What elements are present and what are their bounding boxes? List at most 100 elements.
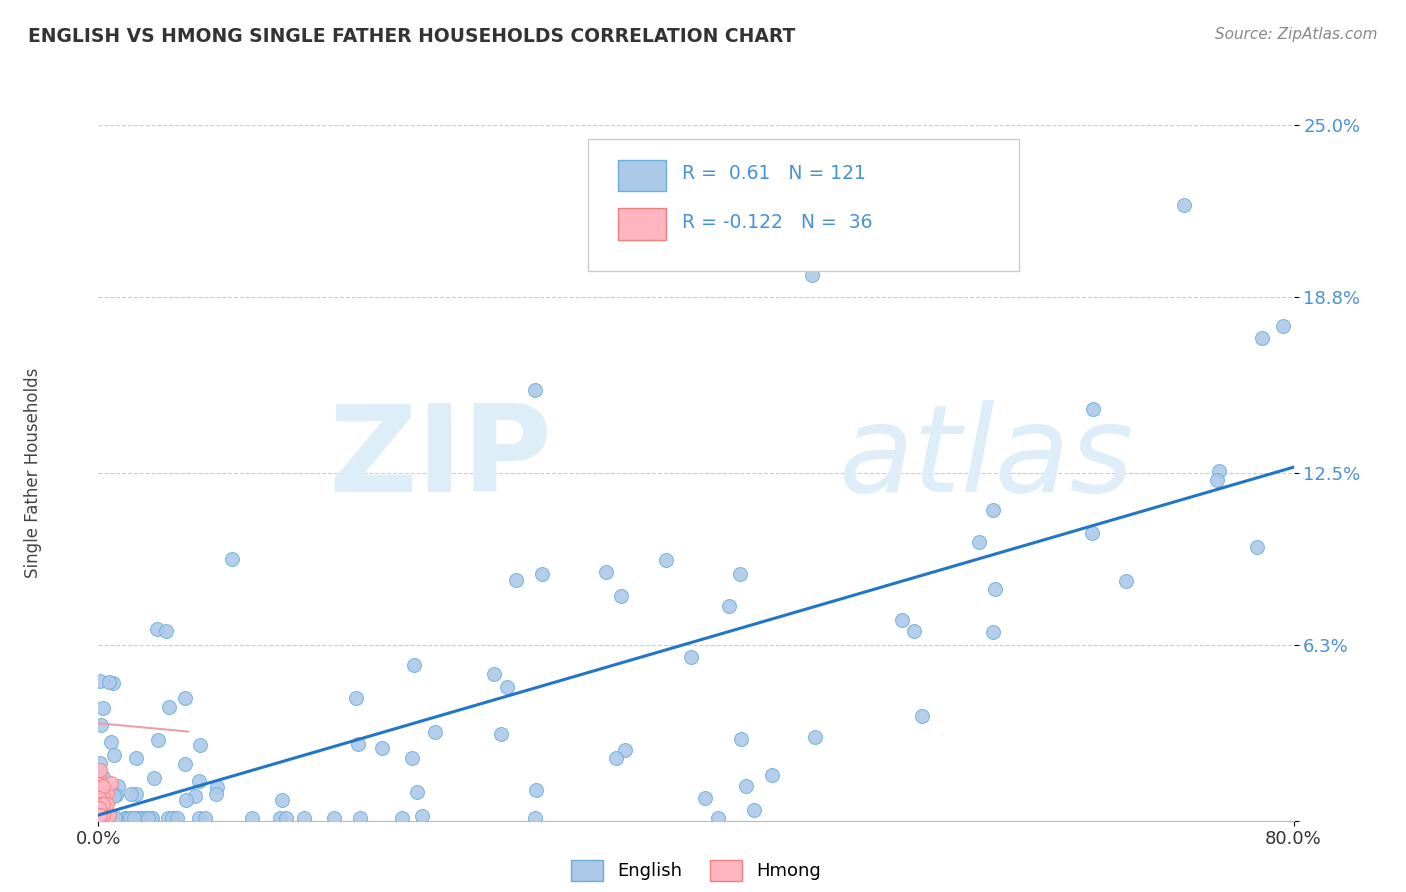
Point [981, 503, 1004, 517]
Point [89, 806, 111, 821]
Point [89, 798, 111, 813]
Point [89, 801, 111, 815]
Point [89, 811, 111, 825]
Point [146, 622, 169, 636]
Point [114, 811, 136, 825]
Point [103, 811, 125, 825]
Point [156, 811, 179, 825]
Point [693, 790, 716, 805]
Point [1208, 463, 1230, 477]
Point [93, 807, 115, 822]
Point [100, 735, 122, 749]
Text: Source: ZipAtlas.com: Source: ZipAtlas.com [1215, 27, 1378, 42]
Point [205, 780, 228, 794]
Point [89, 792, 111, 806]
Point [89, 780, 111, 794]
Point [523, 383, 546, 397]
Point [129, 811, 152, 825]
Point [160, 811, 183, 825]
Point [1206, 473, 1229, 487]
Point [117, 811, 139, 825]
Point [610, 590, 633, 604]
FancyBboxPatch shape [619, 160, 666, 191]
Text: Single Father Households: Single Father Households [24, 368, 42, 578]
Point [94, 811, 117, 825]
Point [187, 811, 209, 825]
Point [718, 599, 741, 614]
Point [107, 779, 129, 793]
Point [891, 613, 914, 627]
Point [187, 773, 209, 788]
Point [271, 793, 294, 807]
Point [97, 808, 120, 822]
Point [484, 667, 506, 681]
Point [1115, 574, 1137, 588]
Point [143, 771, 166, 785]
FancyBboxPatch shape [619, 209, 666, 240]
Point [118, 811, 141, 825]
Point [707, 811, 730, 825]
Point [967, 535, 990, 549]
Point [89, 794, 111, 808]
Point [371, 740, 394, 755]
Point [911, 709, 934, 723]
Point [103, 747, 125, 762]
Point [98, 674, 121, 689]
Point [183, 789, 205, 804]
Point [90, 717, 112, 731]
Point [157, 699, 180, 714]
Point [205, 787, 228, 801]
Point [135, 811, 157, 825]
Point [101, 675, 124, 690]
Point [136, 811, 159, 825]
Point [100, 776, 122, 790]
Point [125, 751, 148, 765]
Point [91, 700, 114, 714]
Point [89, 773, 111, 788]
Point [1246, 540, 1268, 554]
Point [730, 731, 752, 746]
Point [124, 811, 146, 825]
Point [89, 804, 111, 818]
Point [174, 690, 197, 705]
Point [744, 803, 766, 817]
Point [322, 811, 344, 825]
Point [89, 808, 111, 822]
Point [505, 574, 527, 588]
Point [803, 730, 825, 744]
Point [90, 811, 112, 825]
Point [402, 657, 425, 672]
Point [605, 751, 627, 765]
Point [155, 624, 177, 638]
Point [391, 811, 413, 825]
Point [89, 756, 111, 770]
Point [174, 793, 197, 807]
Point [89, 811, 111, 825]
Point [1250, 331, 1272, 345]
Point [90, 788, 112, 802]
Point [122, 811, 145, 825]
Point [120, 787, 142, 801]
Point [122, 811, 145, 825]
Point [188, 739, 211, 753]
Point [903, 624, 925, 639]
Point [89, 764, 111, 778]
Point [89, 808, 111, 822]
Point [981, 625, 1004, 640]
Point [524, 811, 547, 825]
Point [89, 808, 111, 822]
Point [125, 787, 148, 801]
Point [800, 268, 823, 282]
Point [496, 681, 519, 695]
Point [114, 811, 136, 825]
Point [89, 771, 111, 785]
Text: atlas: atlas [839, 401, 1135, 517]
Point [90, 808, 112, 822]
Point [94, 811, 117, 825]
Point [98, 811, 121, 825]
Point [240, 811, 263, 825]
Point [96, 797, 118, 811]
Point [344, 690, 367, 705]
Point [93, 800, 115, 814]
Point [89, 780, 111, 794]
